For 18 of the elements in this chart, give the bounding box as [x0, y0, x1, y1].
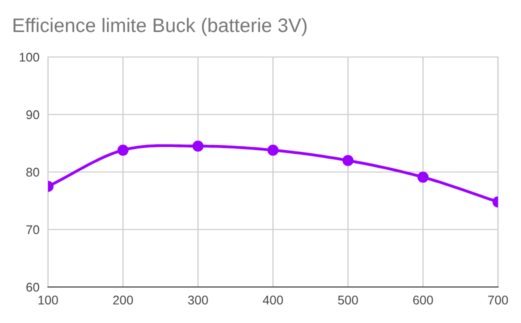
- y-tick-label: 100: [20, 52, 40, 62]
- point: [267, 144, 279, 156]
- point: [417, 172, 429, 183]
- point: [342, 154, 354, 166]
- point: [117, 144, 129, 156]
- x-tick-label: 400: [262, 296, 283, 305]
- x-tick-label: 500: [338, 296, 358, 305]
- x-tick-label: 600: [413, 296, 433, 305]
- x-tick-label: 200: [113, 296, 133, 305]
- chart-title: Efficience limite Buck (batterie 3V): [14, 18, 307, 36]
- y-tick-label: 80: [26, 168, 40, 177]
- y-tick-label: 90: [26, 110, 40, 120]
- x-tick-label: 700: [488, 296, 508, 305]
- point: [192, 140, 204, 152]
- y-tick-label: 70: [26, 225, 40, 234]
- x-tick-label: 100: [38, 296, 58, 305]
- y-tick-label: 60: [26, 282, 40, 292]
- x-tick-label: 300: [188, 296, 208, 305]
